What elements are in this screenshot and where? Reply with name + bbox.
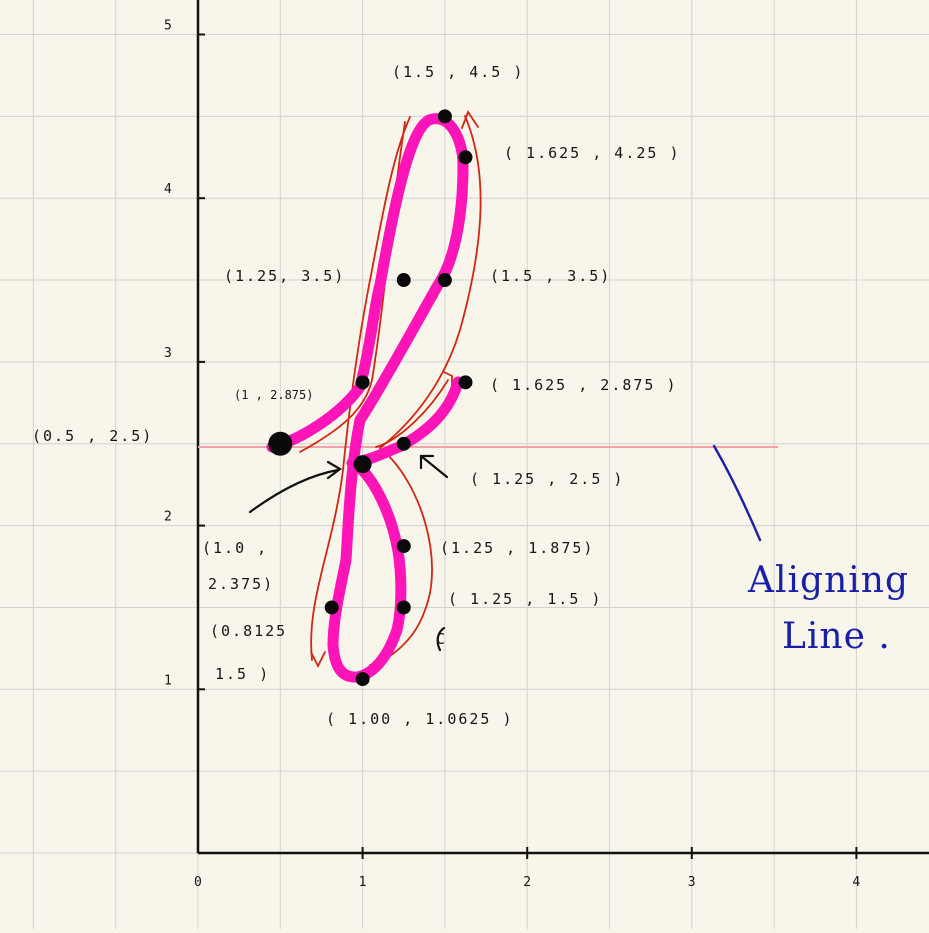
label-1-2-875: (1 , 2.875) — [234, 388, 313, 402]
label-1-625-2-875: ( 1.625 , 2.875 ) — [490, 376, 678, 394]
pointer-arrows — [248, 454, 449, 652]
label-1-5-3-5: (1.5 , 3.5) — [490, 267, 611, 285]
label-1-625-4-25: ( 1.625 , 4.25 ) — [504, 144, 681, 162]
x-tick-label: 4 — [852, 875, 860, 890]
x-tick-label: 0 — [194, 875, 202, 890]
data-points — [268, 109, 473, 687]
y-tick-label: 5 — [164, 19, 172, 34]
label-0-8125-1-5-line2: 1.5 ) — [215, 665, 270, 683]
data-point — [458, 375, 473, 390]
label-1-5-4-5: (1.5 , 4.5 ) — [392, 63, 524, 81]
note-pointer-stroke — [712, 444, 762, 542]
label-1-25-2-5: ( 1.25 , 2.5 ) — [470, 470, 624, 488]
data-point — [396, 436, 411, 451]
pointer-arrow-to-crossing — [248, 460, 342, 514]
y-tick-label: 2 — [164, 510, 172, 525]
x-tick-label: 3 — [688, 875, 696, 890]
data-point — [458, 150, 473, 165]
label-c: C — [436, 630, 447, 648]
y-tick-label: 1 — [164, 673, 172, 688]
guide-arrow-head-top — [461, 110, 479, 129]
data-point — [355, 375, 370, 390]
letter-stroke — [266, 113, 469, 683]
label-1-0-2-375-line2: 2.375) — [208, 575, 274, 593]
y-tick-label: 4 — [164, 182, 172, 197]
label-1-0-2-375-line1: (1.0 , — [202, 539, 268, 557]
data-point — [268, 431, 293, 456]
label-1-00-1-0625: ( 1.00 , 1.0625 ) — [326, 710, 514, 728]
data-point — [437, 273, 452, 288]
pointer-arrow-to-crossbar — [419, 454, 449, 479]
label-1-25-3-5: (1.25, 3.5) — [224, 267, 345, 285]
coordinate-labels: (1.5 , 4.5 ) ( 1.625 , 4.25 ) (1.25, 3.5… — [32, 63, 681, 728]
note-word-aligning: Aligning — [747, 560, 909, 601]
guide-arrow-head-bottom — [310, 651, 326, 669]
data-point — [396, 600, 411, 615]
data-point — [437, 109, 452, 124]
x-tick-label: 2 — [523, 875, 531, 890]
data-point — [353, 455, 372, 474]
data-point — [324, 600, 339, 615]
data-point — [355, 672, 370, 687]
note-word-line: Line . — [782, 616, 891, 657]
x-tick-label: 1 — [359, 875, 367, 890]
aligning-line-note: Aligning Line . — [712, 444, 909, 657]
data-point — [396, 539, 411, 554]
data-point — [396, 273, 411, 288]
label-1-25-1-875: (1.25 , 1.875) — [440, 539, 594, 557]
axis-ticks: 0 1 2 3 4 1 2 3 4 5 — [164, 19, 860, 891]
label-1-25-1-5: ( 1.25 , 1.5 ) — [448, 590, 602, 608]
label-0-8125-1-5-line1: (0.8125 — [210, 622, 287, 640]
label-0-5-2-5: (0.5 , 2.5) — [32, 427, 153, 445]
y-tick-label: 3 — [164, 346, 172, 361]
pointer-slash-c — [436, 626, 446, 652]
